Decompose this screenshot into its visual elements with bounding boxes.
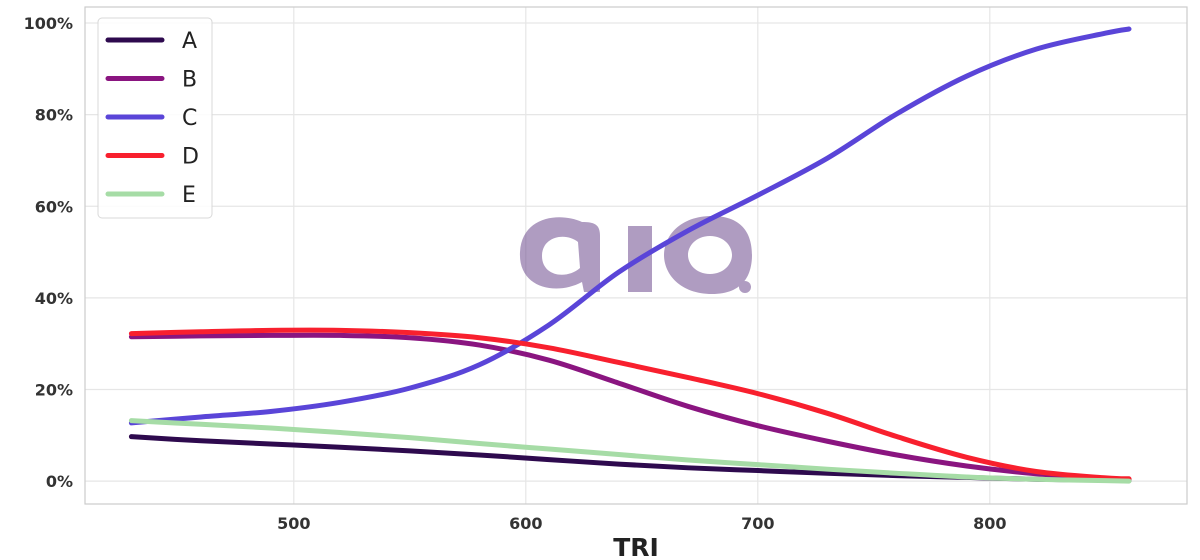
y-tick-label: 60% [35, 197, 73, 216]
series-lines [128, 26, 1132, 484]
series-line-c [128, 26, 1132, 426]
series-line-b [128, 332, 1132, 482]
legend-label-c: C [182, 106, 197, 131]
legend-label-a: A [182, 29, 197, 54]
series-line-e [128, 418, 1132, 484]
x-axis: 500 600 700 800 [277, 514, 1006, 533]
y-tick-label: 80% [35, 106, 73, 125]
y-axis: 0% 20% 40% 60% 80% 100% [24, 14, 73, 491]
y-tick-label: 0% [46, 472, 73, 491]
x-tick-label: 700 [741, 514, 774, 533]
legend-label-d: D [182, 145, 199, 170]
plot-frame [84, 6, 1188, 505]
y-tick-label: 20% [35, 380, 73, 399]
x-tick-label: 500 [277, 514, 310, 533]
y-tick-label: 40% [35, 289, 73, 308]
watermark-logo [519, 216, 752, 294]
x-tick-label: 600 [509, 514, 542, 533]
x-axis-title: TRI [613, 533, 659, 560]
x-tick-label: 800 [973, 514, 1006, 533]
legend-label-b: B [182, 68, 197, 93]
series-line-d [128, 327, 1132, 482]
legend-label-e: E [182, 183, 196, 208]
y-tick-label: 100% [24, 14, 73, 33]
